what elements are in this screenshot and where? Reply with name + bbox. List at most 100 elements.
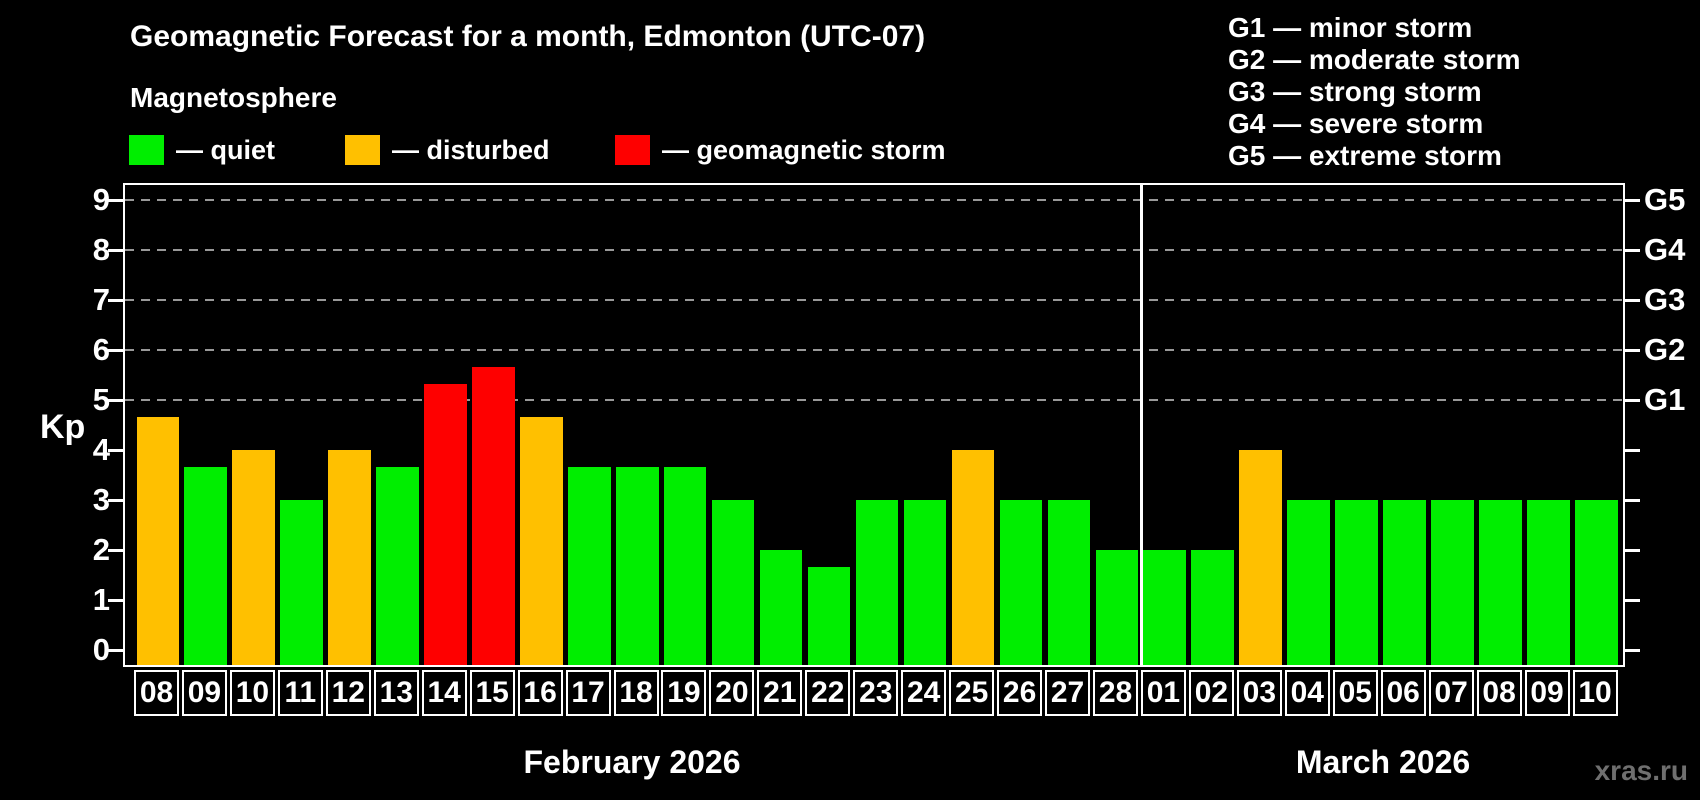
day-label-feb-16: 16 [517, 670, 563, 716]
kp-axis-title: Kp [40, 408, 86, 446]
legend-label-storm: — geomagnetic storm [662, 135, 946, 165]
bar-day-24 [903, 500, 947, 665]
g-legend-line-2: G2 — moderate storm [1228, 44, 1521, 75]
y-tick-label-6: 6 [92, 332, 110, 367]
bar-day-22 [807, 566, 851, 665]
bar-day-06 [1383, 500, 1426, 665]
bar-day-15 [472, 366, 515, 665]
day-label-feb-19: 19 [661, 670, 707, 716]
y-tick-label-9: 9 [92, 182, 110, 217]
y-tick-left-6 [108, 348, 123, 352]
g-tick-label-G3: G3 [1644, 282, 1686, 317]
bar-day-27 [1047, 500, 1091, 665]
g-legend-line-1: G1 — minor storm [1228, 12, 1473, 43]
y-tick-right-8 [1625, 248, 1640, 252]
chart-subtitle: Magnetosphere [130, 82, 337, 113]
y-tick-left-8 [108, 248, 123, 252]
chart-title: Geomagnetic Forecast for a month, Edmont… [130, 20, 926, 53]
bar-day-01 [1143, 550, 1186, 665]
day-label-feb-25: 25 [949, 670, 995, 716]
day-label-feb-10: 10 [229, 670, 275, 716]
bar-day-09 [184, 466, 227, 665]
y-tick-right-9 [1625, 198, 1640, 202]
bar-day-04 [1287, 500, 1330, 665]
y-tick-left-9 [108, 198, 123, 202]
bar-day-25 [951, 450, 995, 665]
bar-day-11 [280, 500, 323, 665]
y-tick-right-0 [1625, 648, 1640, 652]
month-label-february: February 2026 [523, 744, 741, 780]
bar-day-09 [1527, 500, 1570, 665]
y-tick-left-5 [108, 398, 123, 402]
bar-day-08 [1479, 500, 1522, 665]
g-legend-line-3: G3 — strong storm [1228, 76, 1482, 107]
bar-day-14 [424, 383, 467, 665]
day-label-feb-13: 13 [373, 670, 419, 716]
gridline-G1 [125, 399, 1623, 401]
bar-day-08 [136, 416, 179, 665]
day-label-feb-09: 09 [181, 670, 227, 716]
y-tick-left-0 [108, 648, 123, 652]
gridline-G2 [125, 349, 1623, 351]
bar-day-10 [232, 450, 275, 665]
g-tick-label-G1: G1 [1644, 382, 1686, 417]
day-label-feb-18: 18 [613, 670, 659, 716]
plot-area [123, 183, 1625, 667]
day-label-feb-28: 28 [1093, 670, 1138, 716]
day-label-mar-06: 06 [1380, 670, 1426, 716]
day-label-feb-26: 26 [997, 670, 1043, 716]
month-label-march: March 2026 [1295, 744, 1471, 780]
day-label-feb-08: 08 [134, 670, 179, 716]
bar-day-13 [376, 466, 419, 665]
bar-day-26 [999, 500, 1043, 665]
disturbed-swatch-icon [345, 135, 380, 165]
y-tick-label-3: 3 [92, 482, 110, 517]
y-tick-right-2 [1625, 548, 1640, 552]
g-tick-label-G5: G5 [1644, 182, 1686, 217]
bar-day-17 [568, 466, 611, 665]
day-label-feb-24: 24 [901, 670, 947, 716]
y-tick-label-7: 7 [92, 282, 110, 317]
y-tick-right-7 [1625, 298, 1640, 302]
g-tick-label-G2: G2 [1644, 332, 1686, 367]
day-label-feb-17: 17 [565, 670, 611, 716]
day-label-feb-20: 20 [709, 670, 755, 716]
bar-day-02 [1191, 550, 1234, 665]
day-label-feb-14: 14 [421, 670, 467, 716]
legend-label-quiet: — quiet [176, 135, 275, 165]
y-tick-right-6 [1625, 348, 1640, 352]
day-label-feb-11: 11 [277, 670, 323, 716]
y-tick-label-0: 0 [92, 632, 110, 667]
y-tick-right-5 [1625, 398, 1640, 402]
day-label-mar-03: 03 [1236, 670, 1282, 716]
y-tick-right-3 [1625, 498, 1640, 502]
day-label-mar-01: 01 [1140, 670, 1186, 716]
y-tick-right-1 [1625, 598, 1640, 602]
bar-day-12 [328, 450, 371, 665]
bar-day-16 [520, 416, 563, 665]
day-label-feb-23: 23 [853, 670, 899, 716]
bar-day-07 [1431, 500, 1474, 665]
day-label-feb-27: 27 [1045, 670, 1091, 716]
gridline-G5 [125, 199, 1623, 201]
day-label-mar-07: 07 [1428, 670, 1474, 716]
bar-day-28 [1095, 550, 1138, 665]
bar-day-23 [855, 500, 899, 665]
day-label-feb-22: 22 [805, 670, 851, 716]
watermark: xras.ru [1594, 755, 1688, 786]
y-tick-left-7 [108, 298, 123, 302]
bar-day-05 [1335, 500, 1378, 665]
day-label-mar-04: 04 [1284, 670, 1330, 716]
day-label-feb-21: 21 [757, 670, 803, 716]
legend-label-disturbed: — disturbed [392, 135, 550, 165]
day-label-feb-12: 12 [325, 670, 371, 716]
day-label-mar-02: 02 [1188, 670, 1234, 716]
y-tick-left-1 [108, 598, 123, 602]
month-separator [1140, 185, 1144, 665]
day-label-feb-15: 15 [469, 670, 515, 716]
bar-day-21 [759, 550, 803, 665]
y-tick-label-5: 5 [92, 382, 110, 417]
gridline-G4 [125, 249, 1623, 251]
bar-day-18 [616, 466, 659, 665]
